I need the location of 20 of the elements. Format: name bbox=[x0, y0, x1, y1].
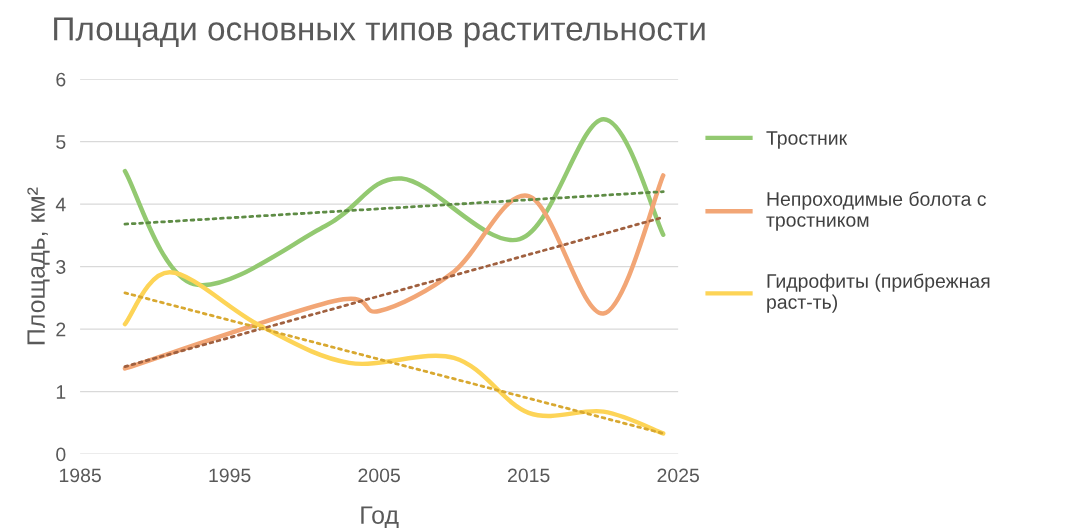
x-tick-label: 2005 bbox=[358, 468, 400, 483]
x-tick-label: 2025 bbox=[657, 468, 699, 483]
legend-label: Гидрофиты (прибрежная раст-ть) bbox=[767, 273, 990, 313]
y-tick-label: 6 bbox=[56, 72, 66, 87]
x-tick-label: 1995 bbox=[209, 468, 251, 483]
x-axis-title: Год bbox=[361, 506, 399, 528]
legend-label: Тростник bbox=[766, 131, 848, 149]
legend-label: Непроходимые болота с тростником bbox=[766, 191, 986, 231]
line-series bbox=[122, 173, 666, 371]
x-tick-label: 2015 bbox=[508, 468, 550, 483]
chart-title: Площади основных типов растительности bbox=[54, 17, 705, 48]
x-tick-label: 1985 bbox=[59, 468, 101, 483]
line-series bbox=[122, 116, 666, 288]
y-tick-label: 1 bbox=[56, 385, 66, 399]
y-tick-label: 3 bbox=[56, 260, 66, 274]
y-tick-label: 2 bbox=[56, 322, 66, 337]
y-tick-label: 4 bbox=[55, 197, 66, 212]
y-tick-label: 5 bbox=[56, 135, 66, 149]
y-tick-label: 0 bbox=[56, 447, 66, 462]
y-axis-title: Площадь, км² bbox=[27, 187, 50, 345]
